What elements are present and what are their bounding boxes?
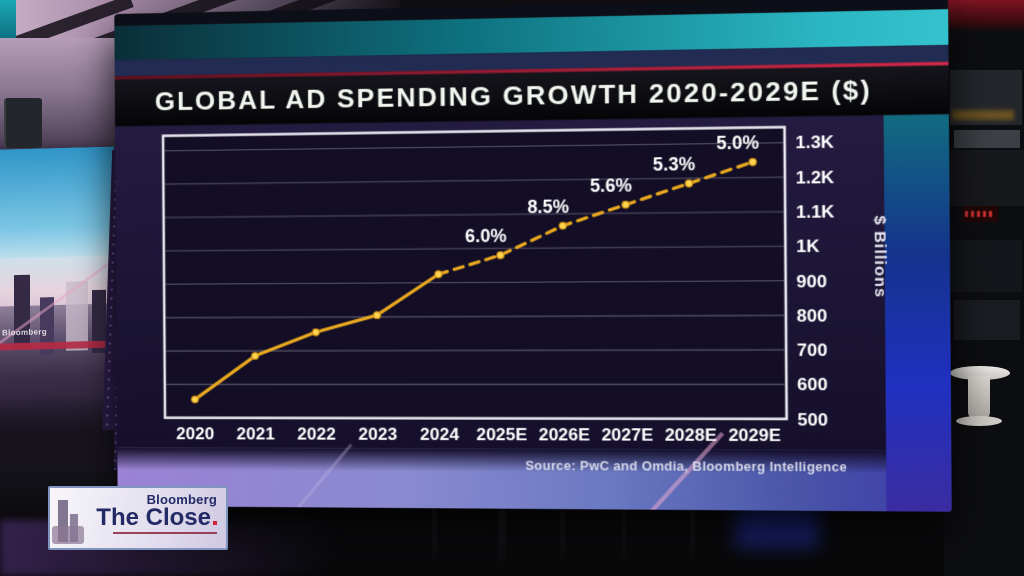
growth-rate-label: 5.6% <box>590 175 633 196</box>
data-point <box>559 222 566 229</box>
x-axis-label: 2026E <box>539 425 591 445</box>
data-point <box>373 312 380 319</box>
y-axis-tick-label: 700 <box>797 340 828 360</box>
y-axis-tick-label: 1.2K <box>796 167 836 187</box>
amber-shelf-light <box>952 110 1014 120</box>
red-ceiling-glow <box>944 0 1024 32</box>
data-point <box>252 352 259 359</box>
growth-rate-label: 8.5% <box>527 196 569 217</box>
bottom-band-fade <box>117 447 952 474</box>
x-axis-label: 2022 <box>297 424 336 443</box>
floor-reflection <box>432 500 437 564</box>
studio-left-wall <box>0 38 120 156</box>
wall-fixture <box>4 98 42 148</box>
logo-skyline-building <box>52 526 84 544</box>
pedestal-table-stem <box>968 376 990 420</box>
y-axis-tick-label: 1K <box>796 237 820 257</box>
navy-strip <box>114 44 949 77</box>
growth-rate-label: 5.0% <box>716 132 759 153</box>
ad-spending-chart: GLOBAL AD SPENDING GROWTH 2020-2029E ($)… <box>114 0 952 512</box>
cityscape-sky <box>0 146 114 264</box>
led-ticker-display <box>962 206 998 222</box>
show-logo-card: Bloomberg The Close <box>48 486 228 550</box>
logo-text-block: Bloomberg The Close <box>96 492 217 534</box>
data-point <box>312 329 319 336</box>
right-blue-band <box>883 114 952 512</box>
x-axis: 2020 2021 2022 2023 2024 2025E 2026E 2027E 2028E… <box>176 424 781 445</box>
title-bar <box>114 65 949 127</box>
equipment-shadow <box>944 150 1024 206</box>
logo-period-dot <box>213 521 217 525</box>
data-point <box>192 396 199 403</box>
data-point <box>435 271 442 278</box>
floor-reflection <box>498 500 506 564</box>
equipment-monitor <box>948 240 1022 292</box>
pedestal-table-top <box>950 366 1010 380</box>
led-ticker-segments <box>965 211 995 217</box>
y-axis: 500 600 700 800 900 1K 1.1K 1.2K 1.3K <box>795 133 836 430</box>
teal-header-band <box>114 9 949 61</box>
logo-brand-text: Bloomberg <box>146 492 217 507</box>
logo-underline <box>113 531 217 534</box>
teal-corner-panel <box>0 0 16 42</box>
y-axis-tick-label: 1.1K <box>796 202 836 222</box>
studio-right-area <box>944 0 1024 576</box>
studio-chart-screen: GLOBAL AD SPENDING GROWTH 2020-2029E ($)… <box>114 0 952 512</box>
data-series <box>190 158 758 403</box>
growth-labels: 6.0% 8.5% 5.6% 5.3% 5.0% <box>465 132 759 246</box>
floor-reflection <box>690 500 695 564</box>
cityscape-tower <box>14 274 30 350</box>
data-point <box>685 180 692 187</box>
floor-reflection <box>622 500 626 564</box>
x-axis-label: 2021 <box>237 424 275 443</box>
logo-show-name: The Close <box>96 504 211 531</box>
floor-reflection <box>560 500 565 564</box>
source-attribution: Source: PwC and Omdia, Bloomberg Intelli… <box>525 458 847 474</box>
y-axis-tick-label: 800 <box>797 306 828 326</box>
x-axis-label: 2024 <box>420 424 460 444</box>
plot-frame <box>163 127 787 419</box>
x-axis-label: 2028E <box>665 425 717 445</box>
growth-rate-label: 6.0% <box>465 225 507 246</box>
x-axis-label: 2023 <box>358 424 397 443</box>
y-axis-tick-label: 600 <box>797 375 828 395</box>
x-axis-label: 2029E <box>728 425 781 445</box>
x-axis-label: 2020 <box>176 424 214 443</box>
y-axis-tick-label: 500 <box>797 410 828 430</box>
x-axis-label: 2025E <box>476 424 527 444</box>
logo-skyline-building <box>58 500 68 542</box>
equipment-monitor <box>954 300 1020 340</box>
equipment-shelf <box>954 130 1020 148</box>
y-axis-tick-label: 900 <box>796 271 827 291</box>
cityscape-side-screen: Bloomberg <box>0 146 114 436</box>
pedestal-table-base <box>956 416 1002 426</box>
blue-floor-glow <box>735 494 819 546</box>
data-point <box>497 252 504 259</box>
y-axis-tick-label: 1.3K <box>795 133 835 153</box>
data-point <box>749 158 756 165</box>
growth-rate-label: 5.3% <box>653 153 696 174</box>
y-axis-title: $ Billions <box>870 215 889 298</box>
data-point <box>622 201 629 208</box>
x-axis-label: 2027E <box>601 425 653 445</box>
side-screen-brand-text: Bloomberg <box>2 327 47 338</box>
logo-show-text: The Close <box>96 504 217 531</box>
